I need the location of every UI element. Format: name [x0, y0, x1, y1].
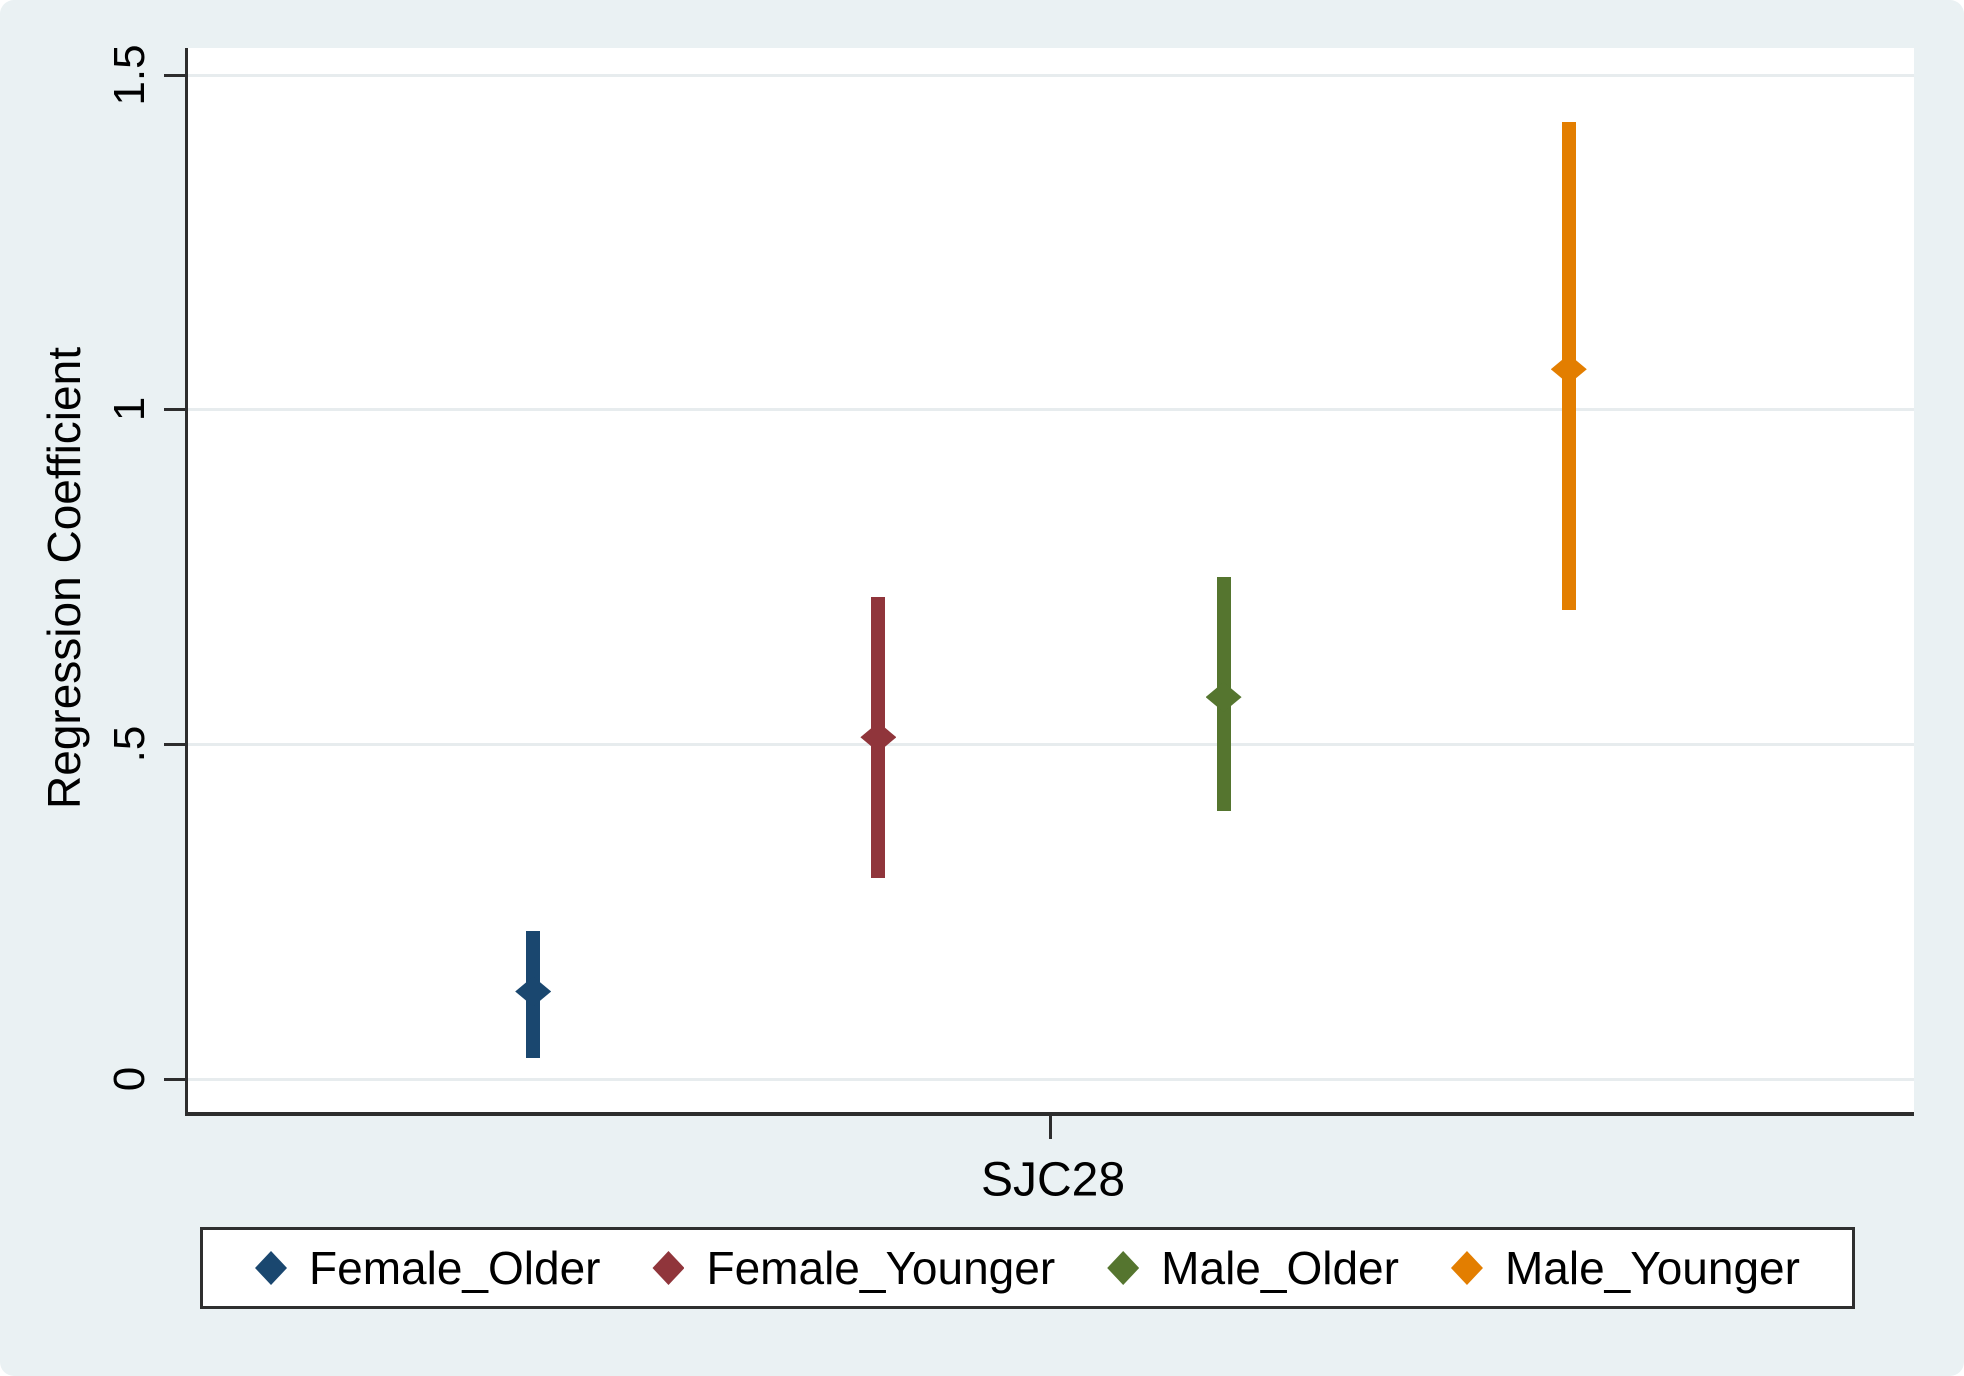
x-axis-tick [1049, 1116, 1052, 1139]
coef-diamond-Female_Younger [860, 722, 897, 753]
gridline-y-0 [188, 1077, 1914, 1081]
legend: Female_Older Female_Younger Male_Older Male… [200, 1227, 1855, 1309]
plot-area [185, 48, 1914, 1116]
y-axis-tick [164, 408, 185, 412]
gridline-y-1.5 [188, 73, 1914, 77]
legend-label: Female_Younger [706, 1242, 1056, 1294]
coef-diamond-Male_Younger [1550, 354, 1587, 385]
x-axis-category-label: SJC28 [980, 1153, 1126, 1207]
y-tick-label: 1.5 [105, 44, 154, 106]
legend-item-Female_Younger: Female_Younger [652, 1241, 1055, 1295]
y-axis-tick [164, 73, 185, 77]
legend-label: Male_Younger [1504, 1242, 1800, 1294]
legend-item-Male_Older: Male_Older [1107, 1241, 1399, 1295]
y-tick-label: .5 [105, 725, 154, 763]
gridline-y-.5 [188, 742, 1914, 746]
y-tick-label: 1 [105, 397, 154, 422]
y-axis-title: Regression Coefficient [38, 347, 90, 809]
gridline-y-1 [188, 408, 1914, 412]
legend-item-Female_Older: Female_Older [255, 1241, 600, 1295]
y-axis-tick [164, 742, 185, 746]
coef-diamond-Male_Older [1205, 682, 1242, 713]
coef-diamond-Female_Older [515, 976, 552, 1007]
y-tick-label: 0 [105, 1066, 154, 1091]
y-axis-tick [164, 1077, 185, 1081]
diamond-icon [652, 1251, 685, 1285]
legend-item-Male_Younger: Male_Younger [1450, 1241, 1800, 1295]
diamond-icon [1107, 1251, 1140, 1285]
diamond-icon [1450, 1251, 1483, 1285]
diamond-icon [255, 1251, 288, 1285]
legend-label: Female_Older [309, 1242, 601, 1294]
legend-label: Male_Older [1161, 1242, 1399, 1294]
